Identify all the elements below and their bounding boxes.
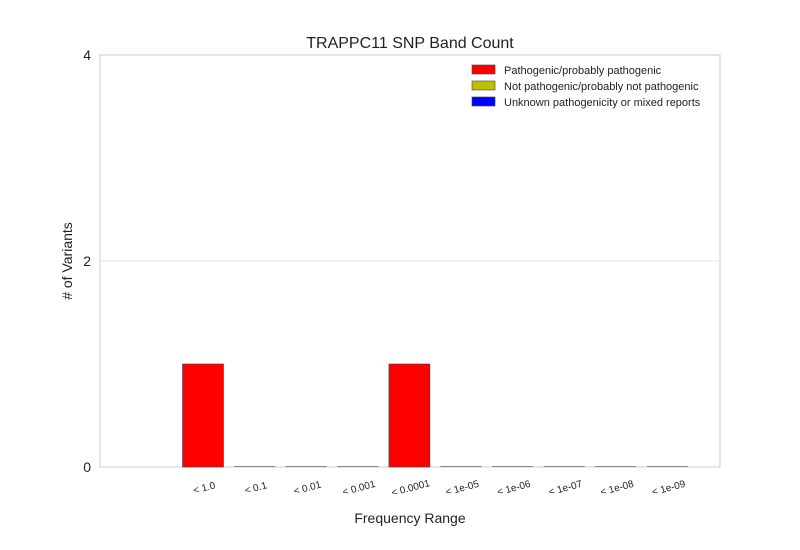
y-tick-label: 0 [83,459,91,475]
legend-label: Unknown pathogenicity or mixed reports [504,97,701,109]
x-tick-label: < 1e-06 [496,479,532,499]
x-tick-label: < 1e-09 [651,479,687,499]
legend-swatch [471,64,496,75]
x-tick-label: < 1e-08 [599,479,635,499]
bar-pathogenic [595,466,637,467]
y-tick-label: 2 [83,253,91,269]
x-tick-label: < 1e-05 [444,479,480,499]
bar-pathogenic [492,466,534,467]
bar-pathogenic [646,466,688,467]
x-tick-label: < 0.001 [341,479,377,498]
x-tick-label: < 1e-07 [548,479,584,499]
bar-pathogenic [337,466,379,467]
y-axis-ticks: 0 2 4 [83,47,91,475]
legend-label: Pathogenic/probably pathogenic [504,65,662,77]
x-axis-ticks: < 1.0 < 0.1 < 0.01 < 0.001 < 0.0001 < 1e-05 < … [192,478,687,499]
bars [182,363,688,468]
y-tick-label: 4 [83,47,91,63]
x-tick-label: < 0.0001 [390,478,431,499]
y-axis-label: # of Variants [59,222,75,300]
x-tick-label: < 1.0 [192,480,217,497]
legend-swatch [471,96,496,107]
bar-pathogenic [182,363,224,468]
x-axis-label: Frequency Range [354,510,466,526]
bar-pathogenic [543,466,585,467]
bar-pathogenic [285,466,327,467]
legend-label: Not pathogenic/probably not pathogenic [504,81,699,93]
x-tick-label: < 0.1 [244,480,269,497]
bar-pathogenic [234,466,276,467]
chart-title: TRAPPC11 SNP Band Count [306,35,514,52]
bar-pathogenic [440,466,482,467]
legend-swatch [471,80,496,91]
legend: Pathogenic/probably pathogenic Not pathog… [471,64,701,109]
bar-pathogenic [388,363,431,468]
x-tick-label: < 0.01 [293,480,323,498]
